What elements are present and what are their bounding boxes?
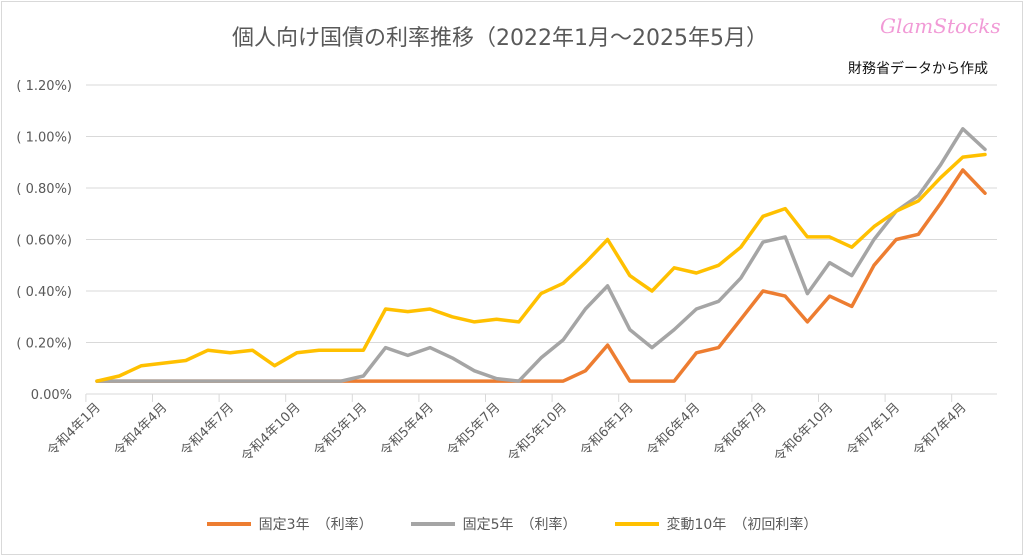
legend: 固定3年 （利率） 固定5年 （利率） 変動10年 （初回利率） [0, 514, 1024, 534]
legend-label: 固定3年 （利率） [258, 517, 373, 533]
y-tick-label: ( 0.40%) [16, 285, 72, 300]
legend-swatch [614, 522, 659, 526]
chart-title: 個人向け国債の利率推移（2022年1月～2025年5月） [232, 26, 768, 51]
x-tick-label: 令和4年4月 [111, 400, 170, 459]
y-tick-label: ( 1.20%) [16, 79, 72, 94]
x-tick-label: 令和6年1月 [578, 400, 637, 459]
x-tick-label: 令和6年4月 [644, 400, 703, 459]
x-tick-label: 令和5年1月 [311, 400, 370, 459]
y-tick-label: ( 1.00%) [16, 131, 72, 146]
legend-swatch [206, 522, 251, 526]
legend-item-fixed3: 固定3年 （利率） [206, 514, 373, 534]
x-tick-label: 令和5年10月 [505, 400, 570, 465]
x-tick-label: 令和7年4月 [911, 400, 970, 459]
legend-item-floating10: 変動10年 （初回利率） [614, 514, 818, 534]
y-tick-label: ( 0.20%) [16, 337, 72, 352]
x-tick-label: 令和4年10月 [239, 400, 304, 465]
legend-swatch [410, 522, 455, 526]
series-line-1 [95, 127, 987, 383]
legend-label: 固定5年 （利率） [462, 517, 577, 533]
x-tick-label: 令和7年1月 [844, 400, 903, 459]
y-tick-label: ( 0.60%) [16, 234, 72, 249]
x-tick-label: 令和5年7月 [444, 400, 503, 459]
x-tick-label: 令和4年1月 [45, 400, 104, 459]
x-tick-label: 令和5年4月 [378, 400, 437, 459]
legend-item-fixed5: 固定5年 （利率） [410, 514, 577, 534]
y-tick-label: 0.00% [31, 388, 72, 403]
source-note: 財務省データから作成 [848, 61, 988, 77]
x-tick-label: 令和6年10月 [771, 400, 836, 465]
legend-label: 変動10年 （初回利率） [666, 517, 818, 533]
logo: GlamStocks [880, 14, 1001, 38]
x-tick-label: 令和6年7月 [711, 400, 770, 459]
y-tick-label: ( 0.80%) [16, 182, 72, 197]
x-tick-label: 令和4年7月 [178, 400, 237, 459]
